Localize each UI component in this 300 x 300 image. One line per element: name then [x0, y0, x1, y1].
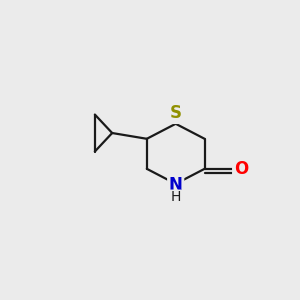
- Text: N: N: [169, 176, 183, 194]
- Text: H: H: [170, 190, 181, 204]
- Text: S: S: [170, 104, 182, 122]
- Text: O: O: [234, 160, 248, 178]
